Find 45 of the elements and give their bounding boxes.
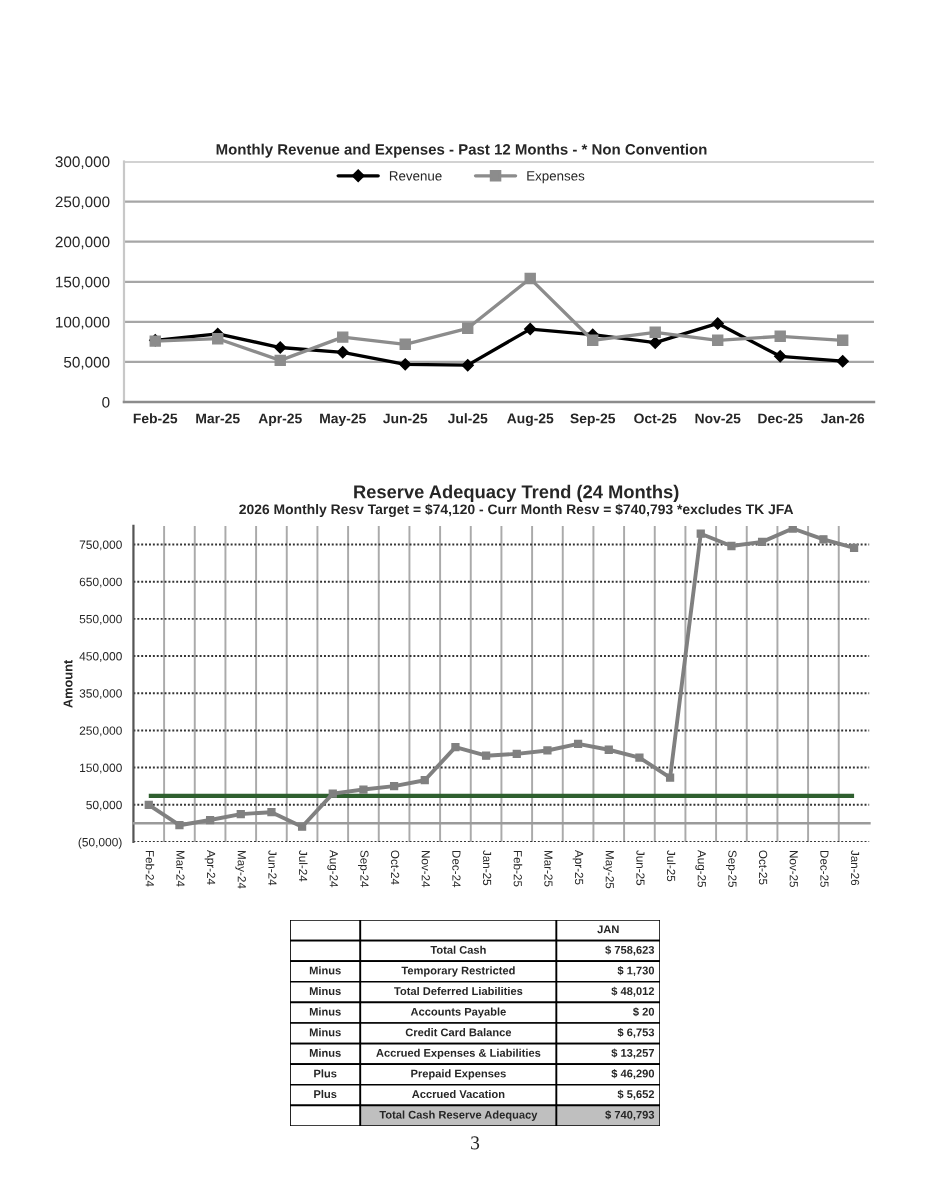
point bbox=[389, 782, 399, 791]
point bbox=[757, 537, 767, 547]
point bbox=[727, 541, 736, 551]
point bbox=[774, 330, 786, 342]
point bbox=[451, 743, 460, 752]
point bbox=[481, 751, 491, 760]
point bbox=[665, 773, 675, 782]
point bbox=[399, 358, 412, 371]
point bbox=[336, 346, 349, 359]
point bbox=[175, 821, 184, 830]
point bbox=[587, 334, 599, 347]
point bbox=[573, 739, 583, 748]
point bbox=[328, 789, 337, 798]
point bbox=[711, 317, 724, 330]
point bbox=[461, 358, 474, 372]
point bbox=[420, 776, 429, 785]
point bbox=[236, 809, 245, 819]
point bbox=[399, 338, 411, 351]
point bbox=[696, 529, 705, 538]
point bbox=[512, 749, 521, 758]
point bbox=[543, 746, 552, 755]
point bbox=[337, 331, 349, 343]
point bbox=[774, 350, 787, 363]
text: 3 bbox=[471, 1136, 480, 1150]
point bbox=[274, 341, 287, 354]
point bbox=[274, 354, 286, 367]
point bbox=[212, 333, 224, 345]
point bbox=[649, 326, 661, 338]
point bbox=[359, 785, 368, 794]
point bbox=[836, 354, 849, 368]
point bbox=[635, 753, 644, 762]
point bbox=[205, 815, 215, 825]
point bbox=[837, 334, 849, 347]
point bbox=[462, 322, 474, 334]
chart-title: Reserve Adequacy Trend (24 Months) bbox=[354, 484, 679, 502]
point bbox=[144, 800, 153, 809]
point bbox=[297, 822, 307, 831]
point bbox=[604, 745, 613, 754]
point bbox=[524, 322, 537, 336]
point bbox=[849, 543, 859, 552]
point bbox=[712, 334, 724, 347]
point bbox=[267, 808, 276, 817]
point bbox=[788, 525, 797, 533]
point bbox=[819, 535, 828, 544]
point bbox=[524, 272, 536, 285]
